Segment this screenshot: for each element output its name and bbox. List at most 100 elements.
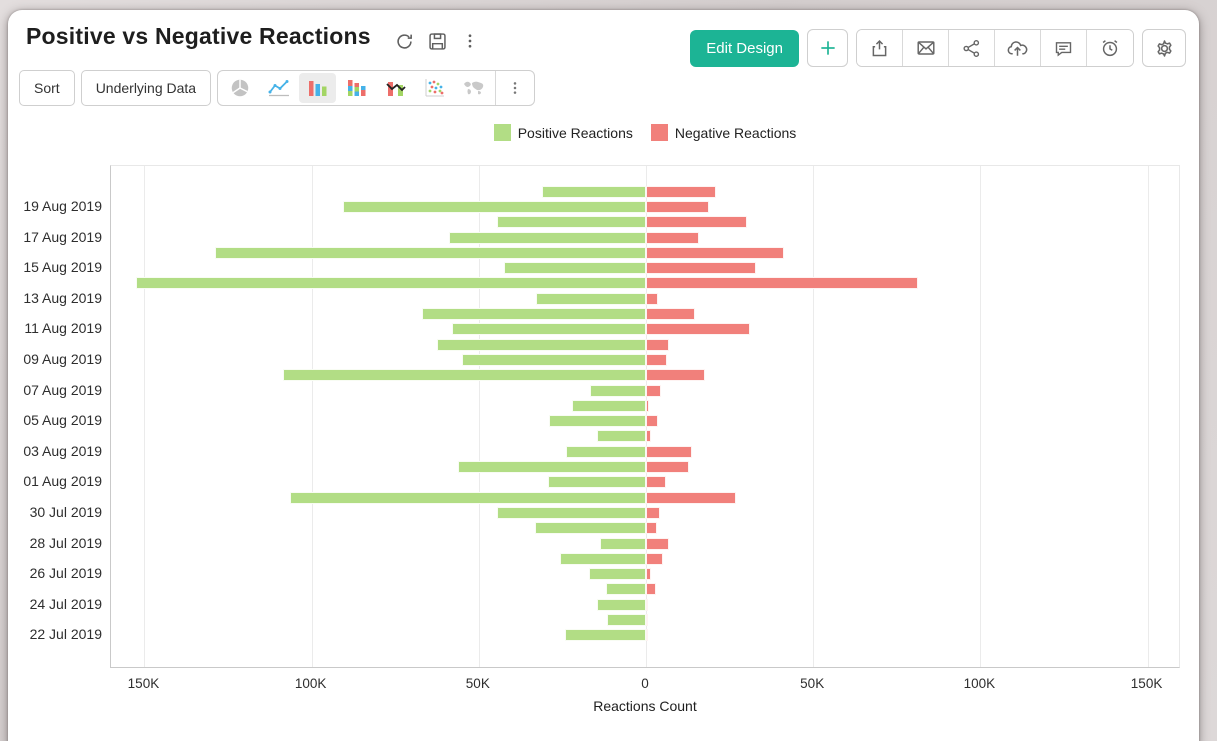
- page-title: Positive vs Negative Reactions: [26, 23, 371, 49]
- positive-bar[interactable]: [448, 231, 646, 244]
- more-vertical-icon[interactable]: [458, 29, 482, 53]
- legend-item-negative[interactable]: Negative Reactions: [650, 124, 796, 141]
- add-button[interactable]: [807, 29, 848, 67]
- positive-bar[interactable]: [590, 384, 646, 397]
- positive-bar[interactable]: [452, 323, 646, 336]
- bar-chart-icon[interactable]: [299, 73, 337, 103]
- negative-bar[interactable]: [646, 583, 656, 596]
- y-tick-label: 01 Aug 2019: [23, 473, 102, 490]
- x-axis-labels: 150K 100K 50K 0 50K 100K 150K: [110, 676, 1180, 694]
- plot-area: [110, 165, 1180, 668]
- negative-bar[interactable]: [646, 200, 709, 213]
- negative-bar[interactable]: [646, 629, 648, 642]
- negative-bar[interactable]: [646, 537, 670, 550]
- negative-bar[interactable]: [646, 384, 662, 397]
- combo-chart-icon[interactable]: [377, 73, 414, 103]
- negative-bar[interactable]: [646, 399, 649, 412]
- positive-bar[interactable]: [596, 430, 646, 443]
- scatter-chart-icon[interactable]: [416, 73, 453, 103]
- comment-icon[interactable]: [1041, 30, 1087, 66]
- positive-bar[interactable]: [549, 415, 646, 428]
- negative-bar[interactable]: [646, 522, 657, 535]
- positive-bar[interactable]: [599, 537, 646, 550]
- negative-bar[interactable]: [646, 430, 652, 443]
- stacked-bar-chart-icon[interactable]: [338, 73, 375, 103]
- positive-bar[interactable]: [458, 461, 646, 474]
- export-icon[interactable]: [857, 30, 903, 66]
- negative-bar[interactable]: [646, 568, 652, 581]
- x-tick-label: 0: [641, 676, 649, 691]
- positive-bar[interactable]: [462, 353, 646, 366]
- negative-bar[interactable]: [646, 185, 717, 198]
- positive-bar[interactable]: [283, 369, 646, 382]
- positive-bar[interactable]: [565, 629, 646, 642]
- y-tick-label: 11 Aug 2019: [24, 320, 102, 337]
- negative-bar[interactable]: [646, 277, 919, 290]
- share-icon[interactable]: [949, 30, 995, 66]
- refresh-icon[interactable]: [392, 29, 416, 53]
- divider: [495, 71, 497, 105]
- positive-bar[interactable]: [214, 246, 646, 259]
- positive-bar[interactable]: [605, 583, 646, 596]
- negative-bar[interactable]: [646, 491, 737, 504]
- x-axis-title: Reactions Count: [593, 698, 697, 714]
- line-chart-icon[interactable]: [260, 73, 297, 103]
- positive-bar[interactable]: [542, 185, 646, 198]
- negative-bar[interactable]: [646, 323, 750, 336]
- positive-bar[interactable]: [503, 262, 646, 275]
- negative-bar[interactable]: [646, 369, 706, 382]
- gear-icon: [1156, 39, 1172, 57]
- chart-toolbar: Sort Underlying Data: [19, 70, 536, 106]
- x-tick-label: 100K: [963, 676, 996, 691]
- positive-bar[interactable]: [571, 399, 646, 412]
- legend-item-positive[interactable]: Positive Reactions: [493, 124, 633, 141]
- header-actions: Edit Design: [690, 29, 1186, 67]
- positive-bar[interactable]: [422, 308, 646, 321]
- positive-bar[interactable]: [534, 522, 646, 535]
- negative-bar[interactable]: [646, 308, 696, 321]
- positive-bar[interactable]: [589, 568, 646, 581]
- sort-button[interactable]: Sort: [19, 70, 75, 106]
- email-icon[interactable]: [903, 30, 949, 66]
- underlying-data-button[interactable]: Underlying Data: [80, 70, 212, 106]
- negative-bar[interactable]: [646, 292, 658, 305]
- positive-bar[interactable]: [548, 476, 646, 489]
- gridline: [144, 166, 146, 667]
- negative-bar[interactable]: [646, 353, 668, 366]
- negative-bar[interactable]: [646, 231, 699, 244]
- positive-bar[interactable]: [560, 552, 646, 565]
- negative-bar[interactable]: [646, 216, 747, 229]
- negative-bar[interactable]: [646, 415, 659, 428]
- more-chart-types-icon[interactable]: [499, 73, 531, 103]
- schedule-icon[interactable]: [1087, 30, 1133, 66]
- map-chart-icon[interactable]: [455, 73, 492, 103]
- positive-bar[interactable]: [289, 491, 646, 504]
- x-tick-label: 50K: [465, 676, 490, 691]
- negative-bar[interactable]: [646, 476, 667, 489]
- negative-bar[interactable]: [646, 338, 670, 351]
- positive-bar[interactable]: [437, 338, 646, 351]
- cloud-upload-icon[interactable]: [995, 30, 1041, 66]
- positive-bar[interactable]: [497, 506, 646, 519]
- settings-button[interactable]: [1142, 29, 1186, 67]
- positive-bar[interactable]: [343, 200, 646, 213]
- y-tick-label: 03 Aug 2019: [23, 442, 102, 459]
- negative-bar[interactable]: [646, 598, 648, 611]
- positive-bar[interactable]: [136, 277, 646, 290]
- save-icon[interactable]: [425, 29, 449, 53]
- edit-design-button[interactable]: Edit Design: [690, 29, 799, 67]
- negative-bar[interactable]: [646, 506, 661, 519]
- positive-bar[interactable]: [496, 216, 646, 229]
- negative-bar[interactable]: [646, 614, 648, 627]
- negative-bar[interactable]: [646, 552, 664, 565]
- positive-bar[interactable]: [565, 445, 646, 458]
- pie-chart-icon[interactable]: [221, 73, 258, 103]
- positive-bar[interactable]: [596, 598, 646, 611]
- negative-bar[interactable]: [646, 445, 692, 458]
- negative-bar[interactable]: [646, 262, 756, 275]
- positive-bar[interactable]: [535, 292, 646, 305]
- positive-bar[interactable]: [606, 614, 646, 627]
- negative-bar[interactable]: [646, 246, 785, 259]
- negative-bar[interactable]: [646, 461, 690, 474]
